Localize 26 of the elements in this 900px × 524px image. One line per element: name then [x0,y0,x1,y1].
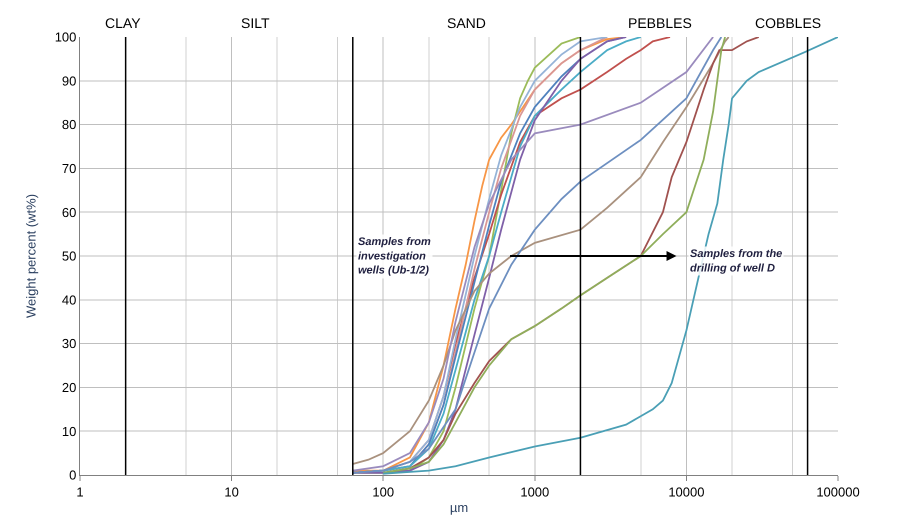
x-tick-label: 100000 [816,484,860,500]
x-axis-title: µm [450,500,468,516]
y-tick-label: 70 [62,160,76,176]
x-tick-label: 10 [224,484,239,500]
y-tick-label: 10 [62,424,76,439]
y-tick-label: 100 [54,30,76,45]
annotation: Samples from investigation wells (Ub-1/2) [358,236,431,277]
y-tick-label: 60 [62,204,76,220]
x-tick-label: 1000 [520,484,550,500]
y-tick-label: 80 [62,117,76,132]
text: COBBLES [755,15,822,31]
x-tick-label: 1 [76,484,84,500]
text: PEBBLES [628,15,692,31]
y-tick-label: 0 [69,468,76,483]
y-tick-label: 20 [62,380,76,395]
annotation: Samples from the drilling of well D [690,248,782,274]
text: CLAY [105,15,142,31]
text: SAND [447,15,486,31]
y-tick-label: 90 [62,73,76,88]
y-tick-label: 30 [62,336,76,352]
y-tick-label: 40 [62,292,76,308]
x-tick-label: 10000 [668,484,704,500]
y-tick-label: 50 [62,248,76,264]
x-tick-label: 100 [372,484,394,500]
text: SILT [241,15,270,31]
y-axis-title: Weight percent (wt%) [24,194,39,318]
